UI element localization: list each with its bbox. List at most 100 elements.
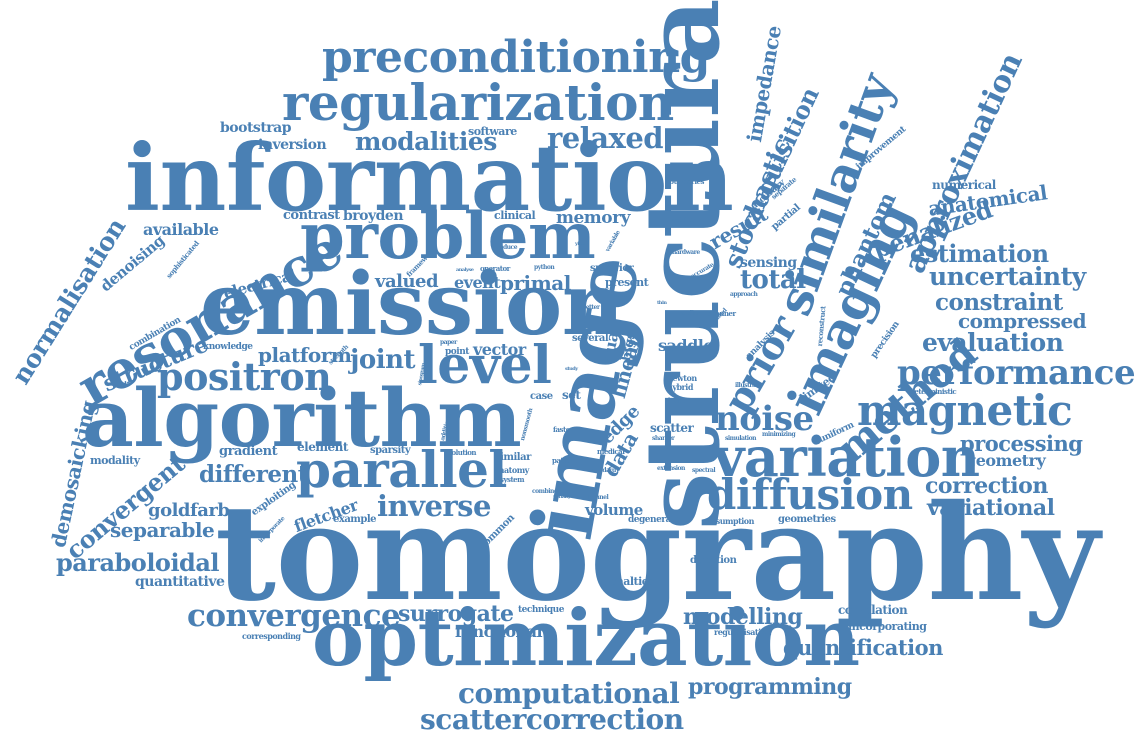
word-sensing: sensing (740, 255, 797, 271)
word-channel: channel (585, 494, 609, 501)
word-preconditioning: preconditioning (322, 32, 710, 83)
word-combine: combine (532, 488, 558, 495)
word-extension: extension (657, 465, 685, 472)
word-geometries: geometries (778, 514, 836, 525)
word-tomography: tomography (215, 476, 1100, 631)
word-deterministic: deterministic (910, 387, 957, 396)
word-available: available (143, 220, 219, 239)
word-solution: solution (448, 448, 477, 457)
word-valued: valued (375, 271, 439, 292)
word-diffusion: diffusion (707, 470, 913, 519)
word-system: system (500, 475, 525, 484)
word-uncertainty: uncertainty (929, 262, 1086, 291)
word-information: information (125, 124, 734, 232)
word-thin: thin (657, 300, 667, 306)
word-level: level (418, 335, 552, 396)
word-performance: performance (897, 353, 1136, 393)
word-studies: studies (679, 310, 700, 317)
word-modalities: modalities (355, 127, 497, 156)
word-sharper: sharper (652, 435, 675, 442)
word-joint: joint (350, 345, 416, 375)
word-correction: correction (925, 473, 1048, 499)
word-optimization: optimization (312, 593, 860, 684)
word-quantitative: quantitative (135, 574, 225, 590)
word-approach: approach (730, 291, 758, 298)
word-vector: vector (473, 340, 526, 359)
word-hybrid: hybrid (667, 382, 693, 392)
word-broyden: broyden (343, 208, 404, 224)
word-contrast: contrast (283, 208, 340, 223)
word-quantification: quantification (783, 635, 943, 660)
word-variable: variable (604, 229, 622, 253)
word-minimizing: minimizing (762, 431, 796, 438)
word-magnetic: magnetic (857, 386, 1073, 435)
word-noise: noise (715, 399, 814, 439)
word-newton: newton (667, 373, 697, 383)
word-set: set (562, 388, 581, 402)
word-emission: emission (200, 254, 624, 355)
word-regularization: regularization (282, 73, 674, 132)
word-hardware: hardware (672, 249, 700, 256)
word-python: python (534, 264, 555, 271)
word-estimation: estimation (910, 239, 1049, 268)
word-technique: technique (518, 605, 564, 615)
word-inverse: inverse (377, 489, 491, 523)
word-clinical: clinical (494, 209, 536, 222)
word-patient: patient (552, 456, 577, 465)
word-sophisticated: sophisticated (164, 239, 201, 281)
word-volume: volume (585, 501, 643, 519)
word-scattercorrection: scattercorrection (420, 703, 684, 736)
word-paper: paper (440, 339, 457, 346)
word-separable: separable (110, 518, 215, 542)
word-simulation: simulation (725, 435, 756, 442)
word-software: software (468, 125, 517, 138)
word-superior: superior (590, 263, 634, 274)
word-memory: memory (556, 208, 630, 228)
word-location: location (668, 396, 696, 405)
word-similar: similar (495, 452, 531, 463)
word-reduce: reduce (497, 244, 518, 251)
word-convergence: convergence (187, 598, 401, 634)
word-different: different (199, 461, 308, 488)
word-medical: medical (597, 447, 625, 456)
word-programming: programming (688, 674, 852, 700)
word-present: present (605, 276, 649, 289)
word-parallel: parallel (296, 440, 507, 499)
word-scatter: scatter (650, 421, 694, 435)
word-knowledge: knowledge (203, 342, 253, 352)
word-degenerate: degenerate (628, 515, 680, 525)
word-surrogate: surrogate (398, 601, 514, 627)
word-positron: positron (157, 354, 332, 399)
word-modelling: modelling (683, 604, 803, 630)
word-event: event (454, 273, 501, 292)
word-primal: primal (500, 271, 571, 295)
word-computational: computational (458, 677, 680, 710)
word-variation: variation (713, 425, 980, 489)
word-correlation: correlation (838, 603, 908, 617)
word-inversion: inversion (258, 137, 327, 153)
word-analyse: analyse (456, 267, 474, 273)
word-regularisation: regularisation (714, 627, 771, 637)
word-study: study (565, 366, 578, 372)
word-processing: processing (960, 431, 1083, 456)
word-gradient: gradient (219, 444, 278, 459)
word-point: point (445, 347, 469, 357)
word-case: case (530, 391, 553, 402)
word-feasibility: feasibility (667, 217, 695, 224)
word-penalties: penalties (602, 575, 654, 588)
word-variational: variational (927, 495, 1055, 521)
word-compressed: compressed (958, 309, 1087, 333)
word-direction: direction (690, 555, 737, 566)
word-modality: modality (90, 454, 140, 467)
word-total: total (740, 265, 806, 295)
word-platform: platform (258, 343, 352, 367)
word-boundaries: boundaries (665, 177, 704, 186)
word-saddle: saddle (658, 336, 714, 355)
word-paraboloidal: paraboloidal (56, 548, 220, 577)
word-bootstrap: bootstrap (220, 120, 292, 136)
word-example: example (333, 514, 377, 525)
word-incorporating: incorporating (848, 620, 927, 633)
word-standard: standard (590, 467, 616, 474)
word-assumption: assumption (707, 516, 754, 526)
